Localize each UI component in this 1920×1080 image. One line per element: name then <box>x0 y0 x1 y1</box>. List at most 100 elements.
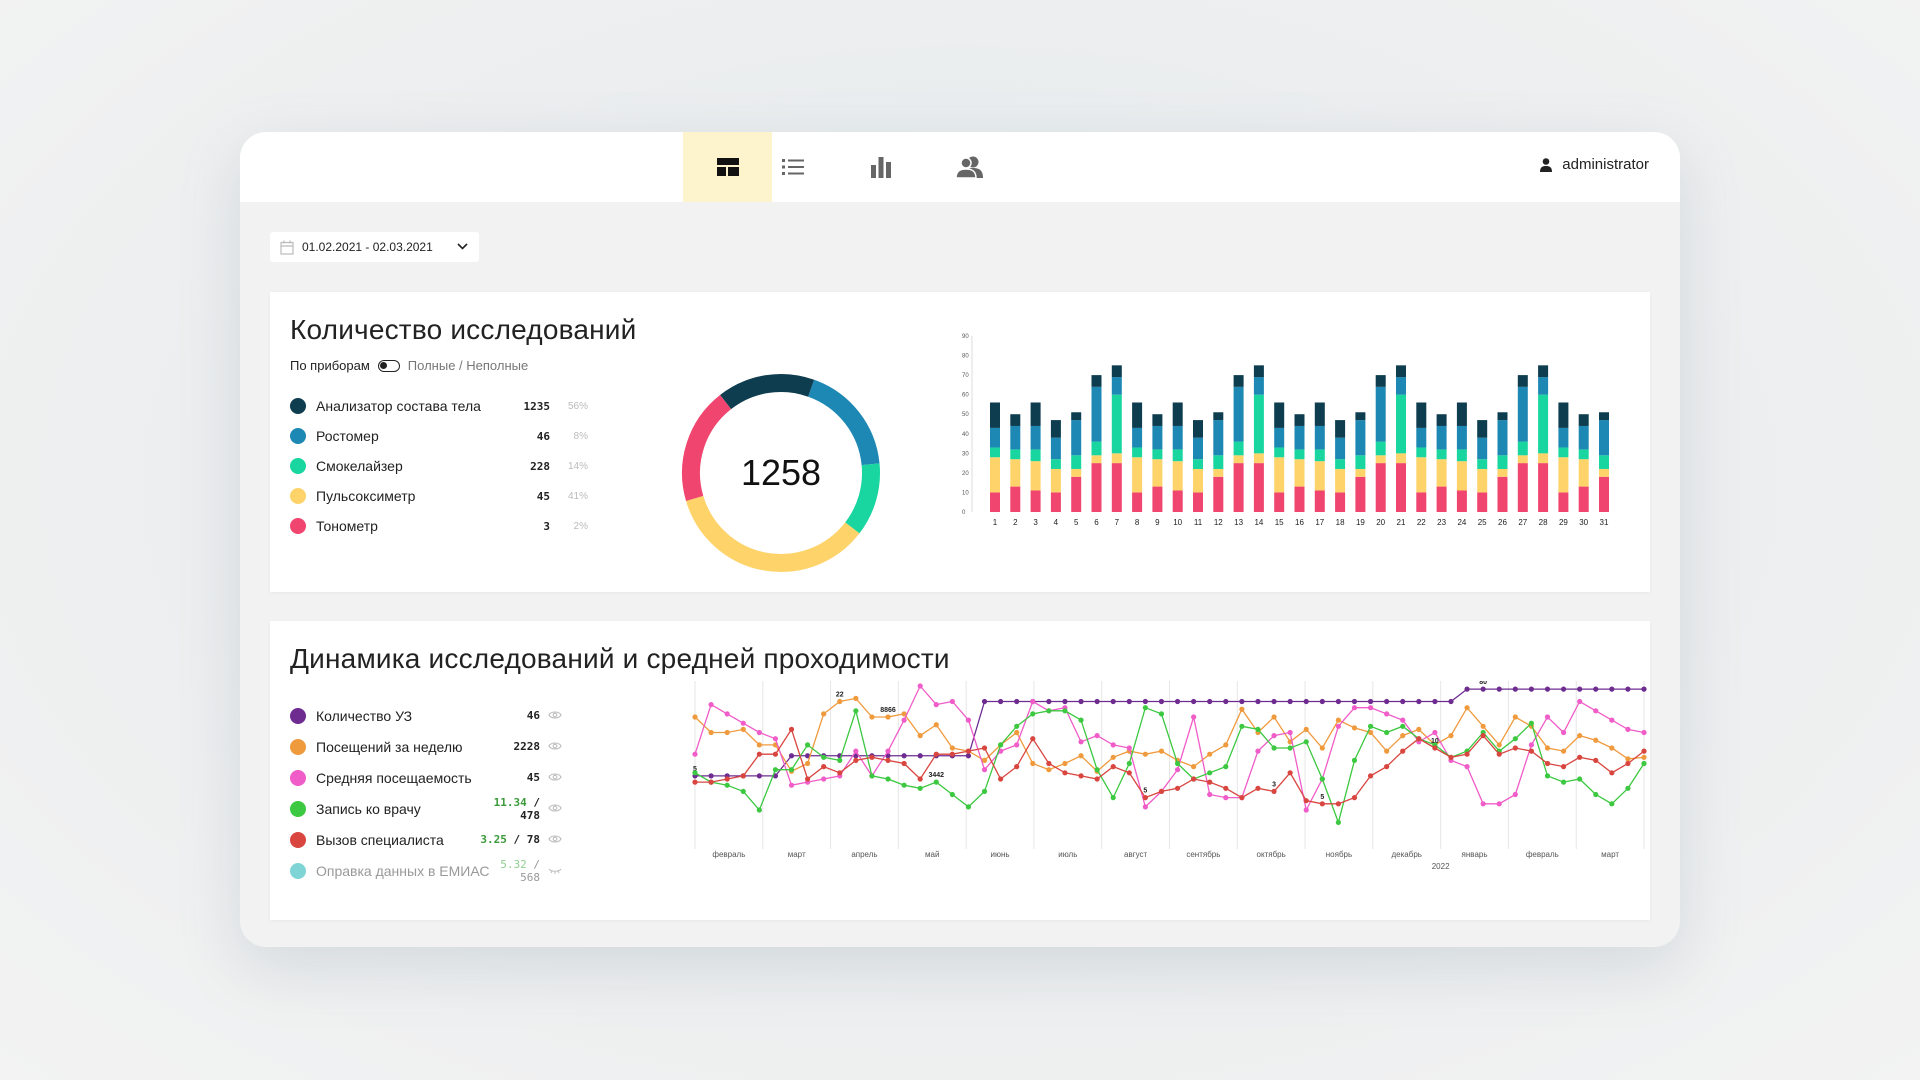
bar-segment[interactable] <box>1599 412 1609 421</box>
bar-segment[interactable] <box>1314 402 1325 426</box>
data-point[interactable] <box>1287 770 1293 776</box>
data-point[interactable] <box>1062 698 1068 705</box>
data-point[interactable] <box>1351 795 1358 801</box>
data-point[interactable] <box>998 776 1004 782</box>
data-point[interactable] <box>1641 686 1647 692</box>
bar-segment[interactable] <box>990 427 1000 448</box>
data-point[interactable] <box>1223 785 1229 791</box>
bar-segment[interactable] <box>1132 457 1143 493</box>
data-point[interactable] <box>1126 760 1132 767</box>
bar-segment[interactable] <box>1456 461 1467 491</box>
data-point[interactable] <box>756 773 762 779</box>
user-menu[interactable]: administrator <box>1540 156 1649 173</box>
legend-item[interactable]: Вызов специалиста 3.25 / 78 <box>290 824 590 855</box>
data-point[interactable] <box>1560 764 1567 770</box>
tab-dashboard[interactable] <box>683 132 772 202</box>
data-point[interactable] <box>1271 698 1277 705</box>
data-point[interactable] <box>1142 795 1148 801</box>
bar-segment[interactable] <box>1538 463 1549 512</box>
data-point[interactable] <box>1625 726 1631 732</box>
bar-segment[interactable] <box>1456 402 1467 426</box>
data-point[interactable] <box>837 770 843 776</box>
bar-segment[interactable] <box>1477 459 1488 469</box>
bar-segment[interactable] <box>1071 412 1082 421</box>
bar-segment[interactable] <box>1436 486 1447 512</box>
data-point[interactable] <box>788 753 795 759</box>
bar-segment[interactable] <box>1213 476 1224 512</box>
bar-segment[interactable] <box>1193 492 1203 512</box>
data-point[interactable] <box>1384 711 1390 717</box>
data-point[interactable] <box>1078 753 1084 759</box>
data-point[interactable] <box>901 760 907 767</box>
data-point[interactable] <box>692 751 698 757</box>
data-point[interactable] <box>1174 760 1181 767</box>
data-point[interactable] <box>1110 754 1116 760</box>
bar-segment[interactable] <box>1294 459 1305 487</box>
eye-hidden-icon[interactable] <box>548 865 562 875</box>
bar-segment[interactable] <box>1274 492 1285 512</box>
bar-segment[interactable] <box>1497 412 1508 421</box>
bar-segment[interactable] <box>1355 468 1366 477</box>
bar-segment[interactable] <box>1599 468 1609 477</box>
data-point[interactable] <box>917 776 923 782</box>
bar-segment[interactable] <box>1599 420 1609 456</box>
data-point[interactable] <box>1351 725 1358 731</box>
bar-segment[interactable] <box>1497 420 1508 456</box>
data-point[interactable] <box>933 779 939 785</box>
data-point[interactable] <box>885 748 891 754</box>
bar-segment[interactable] <box>1172 461 1183 491</box>
bar-segment[interactable] <box>1335 468 1346 493</box>
data-point[interactable] <box>1271 745 1277 751</box>
data-point[interactable] <box>1255 698 1261 705</box>
bar-segment[interactable] <box>1253 377 1264 395</box>
data-point[interactable] <box>724 776 730 782</box>
data-point[interactable] <box>692 714 698 720</box>
data-point[interactable] <box>1158 748 1165 754</box>
data-point[interactable] <box>1223 764 1229 770</box>
data-point[interactable] <box>1158 711 1165 717</box>
bar-segment[interactable] <box>1396 365 1406 378</box>
data-point[interactable] <box>1303 807 1309 813</box>
data-point[interactable] <box>1416 726 1422 732</box>
bar-segment[interactable] <box>1294 486 1305 512</box>
data-point[interactable] <box>1593 708 1599 714</box>
bar-segment[interactable] <box>1375 441 1386 456</box>
data-point[interactable] <box>1126 770 1132 776</box>
data-point[interactable] <box>1223 698 1229 705</box>
device-toggle-switch[interactable] <box>377 359 400 372</box>
data-point[interactable] <box>853 695 859 701</box>
bar-segment[interactable] <box>1538 365 1549 378</box>
bar-segment[interactable] <box>1517 441 1528 456</box>
bar-segment[interactable] <box>1071 468 1082 477</box>
bar-segment[interactable] <box>1193 420 1203 438</box>
data-point[interactable] <box>1271 733 1277 739</box>
data-point[interactable] <box>1544 714 1551 720</box>
data-point[interactable] <box>692 779 698 785</box>
bar-segment[interactable] <box>1071 420 1082 456</box>
bar-segment[interactable] <box>1558 492 1569 512</box>
bar-segment[interactable] <box>1010 425 1021 450</box>
bar-segment[interactable] <box>1436 414 1447 426</box>
data-point[interactable] <box>788 782 795 788</box>
data-point[interactable] <box>708 702 714 708</box>
data-point[interactable] <box>1303 798 1309 804</box>
data-point[interactable] <box>1271 714 1277 720</box>
data-point[interactable] <box>853 753 859 759</box>
data-point[interactable] <box>917 733 923 739</box>
bar-segment[interactable] <box>1578 449 1589 460</box>
data-point[interactable] <box>1367 729 1374 736</box>
data-point[interactable] <box>1560 779 1567 785</box>
data-point[interactable] <box>756 729 762 736</box>
data-point[interactable] <box>837 757 843 763</box>
data-point[interactable] <box>1287 745 1293 751</box>
bar-segment[interactable] <box>1010 414 1021 426</box>
data-point[interactable] <box>965 717 972 723</box>
data-point[interactable] <box>901 782 907 788</box>
data-point[interactable] <box>965 753 972 759</box>
data-point[interactable] <box>1480 801 1486 807</box>
bar-segment[interactable] <box>1558 447 1569 458</box>
bar-segment[interactable] <box>1233 455 1244 464</box>
bar-segment[interactable] <box>1517 455 1528 464</box>
data-point[interactable] <box>1480 733 1486 739</box>
data-point[interactable] <box>1287 729 1293 736</box>
